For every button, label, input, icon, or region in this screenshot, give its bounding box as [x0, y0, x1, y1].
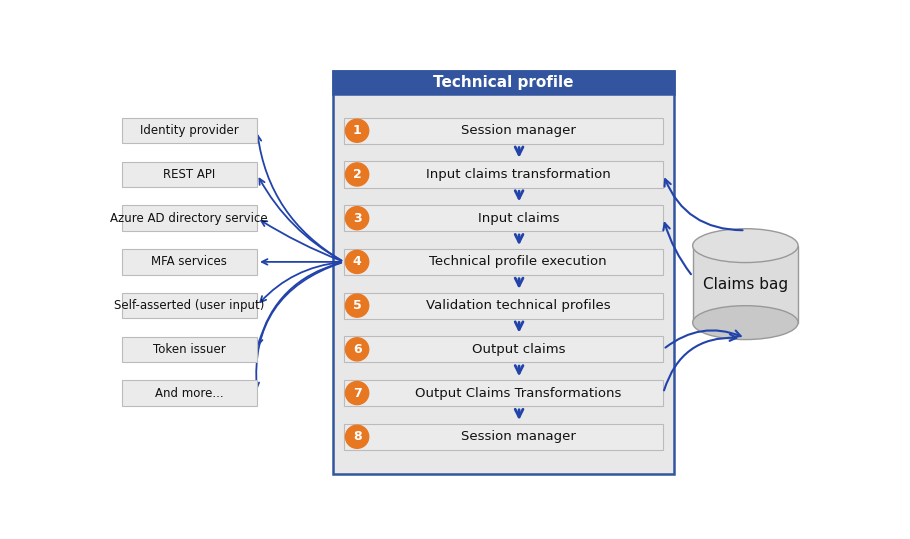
Bar [122, 337, 258, 362]
Text: Input claims: Input claims [478, 212, 559, 225]
Text: REST API: REST API [163, 168, 216, 181]
Circle shape [346, 382, 369, 405]
Bar [344, 424, 663, 450]
Text: Output Claims Transformations: Output Claims Transformations [415, 386, 622, 399]
Bar [122, 118, 258, 143]
Bar [122, 293, 258, 319]
Bar [122, 381, 258, 406]
Text: 8: 8 [353, 430, 361, 443]
Ellipse shape [693, 229, 798, 262]
Bar [122, 249, 258, 274]
Bar [122, 205, 258, 231]
Circle shape [346, 163, 369, 186]
Text: 4: 4 [353, 255, 361, 268]
Bar [693, 246, 798, 323]
Circle shape [346, 425, 369, 448]
Circle shape [346, 294, 369, 317]
Bar [344, 336, 663, 362]
Bar [333, 71, 674, 474]
Text: 3: 3 [353, 212, 361, 225]
Text: Technical profile: Technical profile [433, 75, 574, 90]
Bar [344, 161, 663, 188]
Bar [344, 205, 663, 231]
Text: Session manager: Session manager [460, 430, 576, 443]
Text: Session manager: Session manager [460, 124, 576, 137]
Circle shape [346, 119, 369, 142]
Text: Token issuer: Token issuer [153, 343, 226, 356]
Bar [344, 380, 663, 406]
Circle shape [346, 206, 369, 230]
Bar [122, 162, 258, 187]
Text: Identity provider: Identity provider [140, 124, 238, 137]
Text: 6: 6 [353, 343, 361, 356]
Text: Technical profile execution: Technical profile execution [430, 255, 607, 268]
Text: MFA services: MFA services [151, 255, 228, 268]
Text: 1: 1 [353, 124, 361, 137]
Circle shape [346, 250, 369, 273]
Text: Claims bag: Claims bag [703, 277, 788, 292]
Text: 2: 2 [353, 168, 361, 181]
Text: Self-asserted (user input): Self-asserted (user input) [114, 299, 265, 312]
Text: Azure AD directory service: Azure AD directory service [110, 212, 268, 225]
Text: 5: 5 [353, 299, 361, 312]
Circle shape [346, 338, 369, 361]
Text: Validation technical profiles: Validation technical profiles [426, 299, 611, 312]
Ellipse shape [693, 306, 798, 340]
Bar [333, 71, 674, 94]
Text: And more...: And more... [155, 386, 224, 399]
Text: 7: 7 [353, 386, 361, 399]
Bar [344, 118, 663, 144]
Text: Output claims: Output claims [471, 343, 565, 356]
Text: Input claims transformation: Input claims transformation [426, 168, 611, 181]
Bar [344, 249, 663, 275]
Bar [344, 293, 663, 319]
